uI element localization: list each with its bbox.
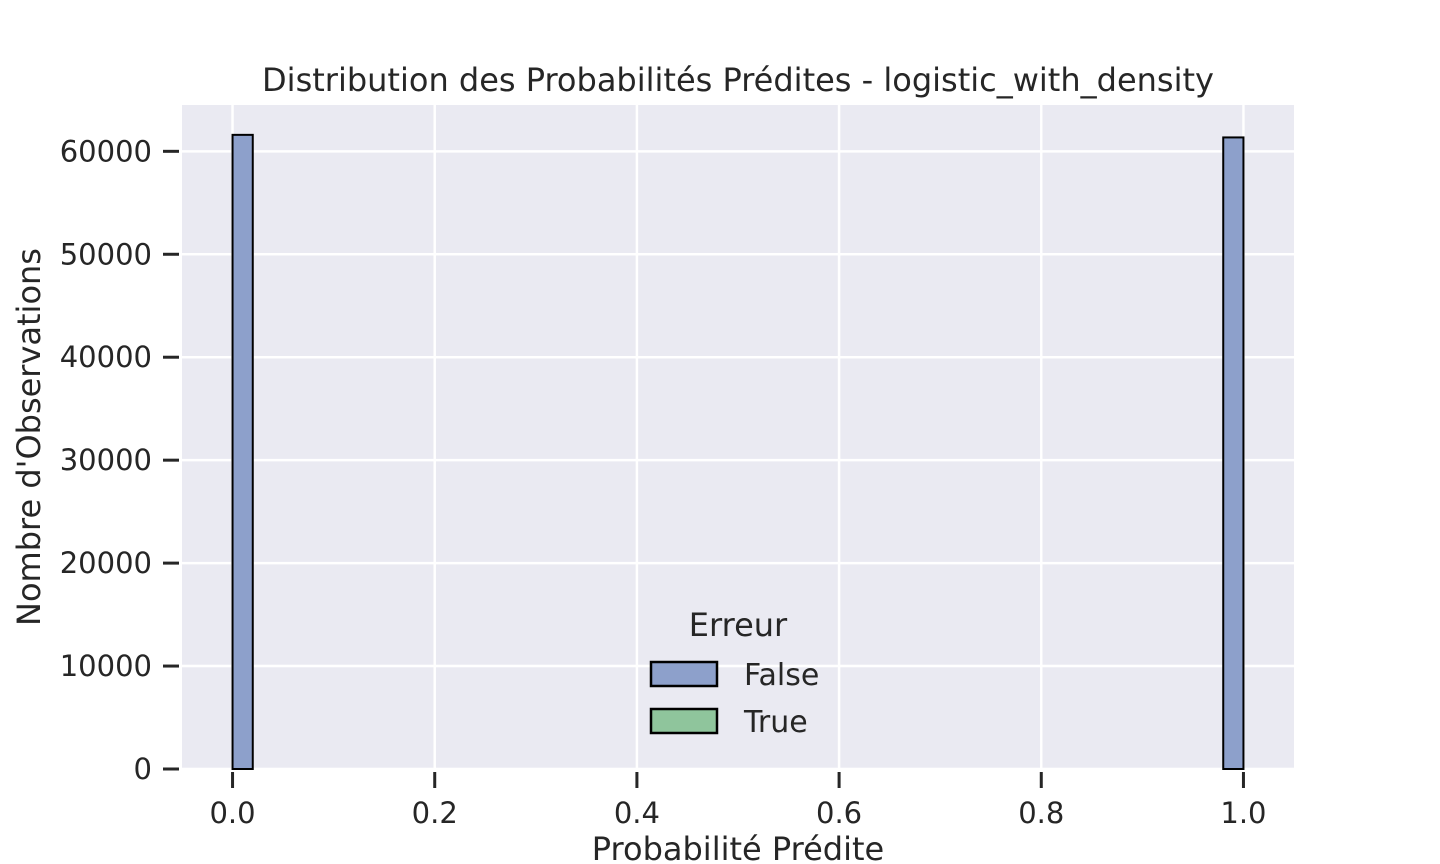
x-tick-label: 0.6 xyxy=(816,796,862,830)
y-axis: 0 10000 20000 30000 40000 50000 60000 xyxy=(60,134,179,786)
legend-title: Erreur xyxy=(689,606,788,644)
y-tick-label: 60000 xyxy=(60,134,152,168)
bar-false xyxy=(1222,136,1245,770)
legend: Erreur False True xyxy=(649,606,819,740)
x-tick-label: 0.8 xyxy=(1018,796,1064,830)
y-tick-label: 10000 xyxy=(60,649,152,683)
legend-label-false: False xyxy=(744,658,819,693)
bar-false xyxy=(231,133,254,771)
y-tick-label: 20000 xyxy=(60,546,152,580)
x-tick-label: 0.0 xyxy=(209,796,255,830)
chart-title: Distribution des Probabilités Prédites -… xyxy=(262,61,1214,99)
x-tick-label: 1.0 xyxy=(1220,796,1266,830)
x-tick-label: 0.2 xyxy=(412,796,458,830)
y-tick-label: 0 xyxy=(134,752,152,786)
x-tick-label: 0.4 xyxy=(614,796,660,830)
legend-swatch-false xyxy=(649,660,719,688)
histogram-bars xyxy=(231,133,1245,771)
y-tick-label: 50000 xyxy=(60,237,152,271)
plot-area xyxy=(182,105,1294,769)
x-axis-label: Probabilité Prédite xyxy=(592,830,884,864)
y-axis-label: Nombre d'Observations xyxy=(10,248,48,626)
y-tick-label: 40000 xyxy=(60,340,152,374)
legend-label-true: True xyxy=(743,705,808,740)
x-axis: 0.0 0.2 0.4 0.6 0.8 1.0 xyxy=(209,772,1267,830)
legend-swatch-true xyxy=(649,707,719,735)
y-tick-label: 30000 xyxy=(60,443,152,477)
